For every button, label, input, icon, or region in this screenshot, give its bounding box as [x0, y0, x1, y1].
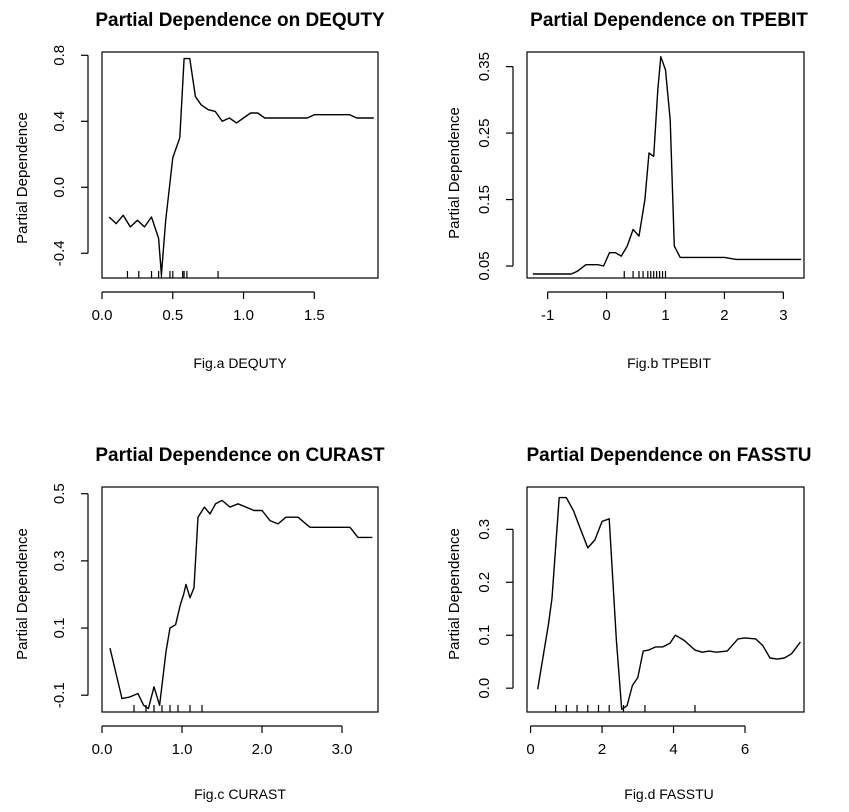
y-tick-label: 0.1	[476, 625, 493, 646]
x-tick-label: 4	[669, 741, 677, 758]
y-tick-label: 0.3	[476, 519, 493, 540]
x-axis-label: Fig.c CURAST	[194, 786, 286, 802]
plot-frame	[101, 51, 379, 279]
chart-title: Partial Dependence on TPEBIT	[530, 10, 808, 31]
y-tick-label: 0.35	[476, 52, 493, 81]
chart-title: Partial Dependence on DEQUTY	[95, 10, 385, 31]
axis-ticks: -1 0 1 2 3 0.05 0.15 0.25 0.35	[476, 52, 788, 324]
y-tick-label: 0.3	[51, 550, 68, 571]
dependence-line	[108, 57, 374, 276]
axis-ticks: 0 2 4 6 0.0 0.1 0.2 0.3	[476, 519, 749, 758]
x-tick-label: 2	[720, 307, 728, 324]
x-tick-label: 1	[661, 307, 669, 324]
dependence-line	[109, 499, 373, 710]
dependence-line	[532, 56, 802, 275]
plot-frame	[526, 51, 805, 279]
x-axis-label: Fig.a DEQUTY	[193, 355, 287, 371]
panel-fasstu: Partial Dependence on FASSTU Partial Dep…	[446, 445, 812, 802]
y-tick-label: 0.05	[476, 251, 493, 280]
y-tick-label: 0.0	[51, 177, 68, 198]
panel-dequty: Partial Dependence on DEQUTY Partial Dep…	[14, 10, 385, 371]
x-tick-label: 1.0	[172, 741, 193, 758]
y-tick-label: 0.15	[476, 185, 493, 214]
y-axis-label: Partial Dependence	[14, 112, 31, 244]
x-axis-label: Fig.d FASSTU	[624, 786, 713, 802]
axis-ticks: 0.0 0.5 1.0 1.5 -0.4 0.0 0.4 0.8	[51, 45, 325, 324]
x-tick-label: 3	[779, 307, 787, 324]
x-axis-label: Fig.b TPEBIT	[627, 355, 711, 371]
x-tick-label: 6	[741, 741, 749, 758]
x-tick-label: 0.5	[162, 307, 183, 324]
y-tick-label: 0.1	[51, 618, 68, 639]
x-tick-label: -1	[541, 307, 554, 324]
panel-tpebit: Partial Dependence on TPEBIT Partial Dep…	[446, 10, 808, 371]
chart-title: Partial Dependence on CURAST	[95, 445, 385, 466]
x-tick-label: 0.0	[92, 741, 113, 758]
y-axis-label: Partial Dependence	[446, 107, 463, 239]
axis-ticks: 0.0 1.0 2.0 3.0 -0.1 0.1 0.3 0.5	[51, 483, 352, 758]
y-tick-label: 0.8	[51, 45, 68, 66]
plot-frame	[526, 486, 805, 713]
x-tick-label: 0	[602, 307, 610, 324]
chart-title: Partial Dependence on FASSTU	[526, 445, 811, 466]
plot-frame	[101, 486, 379, 713]
dependence-line	[537, 496, 801, 711]
x-tick-label: 0	[526, 741, 534, 758]
x-tick-label: 1.5	[304, 307, 325, 324]
y-tick-label: 0.4	[51, 111, 68, 132]
y-axis-label: Partial Dependence	[446, 528, 463, 660]
x-tick-label: 0.0	[92, 307, 113, 324]
y-tick-label: -0.1	[51, 682, 68, 708]
y-tick-label: 0.0	[476, 678, 493, 699]
panel-curast: Partial Dependence on CURAST Partial Dep…	[14, 445, 385, 802]
y-tick-label: 0.25	[476, 118, 493, 147]
y-axis-label: Partial Dependence	[14, 528, 31, 660]
x-tick-label: 2	[598, 741, 606, 758]
x-tick-label: 1.0	[233, 307, 254, 324]
x-tick-label: 3.0	[332, 741, 353, 758]
y-tick-label: -0.4	[51, 240, 68, 266]
y-tick-label: 0.5	[51, 483, 68, 504]
x-tick-label: 2.0	[252, 741, 273, 758]
y-tick-label: 0.2	[476, 572, 493, 593]
